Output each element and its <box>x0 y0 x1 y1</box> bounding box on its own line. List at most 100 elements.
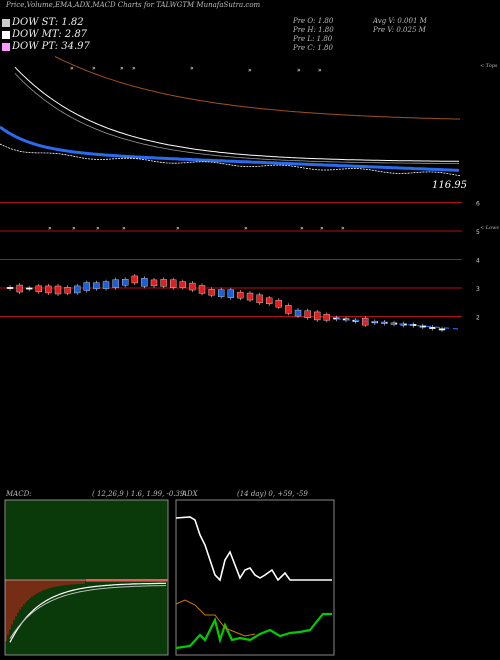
ema-mid-line-2 <box>14 73 459 164</box>
candle-29 <box>285 305 292 314</box>
candle-24 <box>237 291 244 299</box>
candle-43 <box>419 325 426 328</box>
pre-low: Pre L: 1.80 <box>293 35 333 43</box>
adx-plot <box>175 516 332 650</box>
candle-14 <box>141 278 148 287</box>
macd-plot <box>5 579 168 643</box>
swing-marker-16: » <box>341 225 345 232</box>
dow-mt-swatch <box>2 30 10 39</box>
y-tick-4: 4 <box>476 258 480 265</box>
candle-2 <box>26 287 33 290</box>
pre-high: Pre H: 1.80 <box>293 26 334 34</box>
candle-7 <box>73 285 81 294</box>
candle-16 <box>160 279 167 287</box>
candle-6 <box>64 287 71 294</box>
candle-33 <box>323 314 330 321</box>
macd-hist-tail <box>86 579 168 582</box>
y-tick-5: 5 <box>476 229 480 236</box>
candles <box>6 273 446 333</box>
swing-marker-12: » <box>176 225 180 232</box>
trend-line <box>336 318 463 330</box>
y-tick-3: 3 <box>476 286 480 293</box>
adx-plus-di-line <box>175 612 332 650</box>
swing-marker-14: » <box>300 225 304 232</box>
candle-21 <box>208 289 215 296</box>
candle-32 <box>314 311 321 321</box>
pre-open: Pre O: 1.80 <box>293 17 334 25</box>
candle-27 <box>266 297 273 305</box>
candle-28 <box>275 299 282 308</box>
candle-45 <box>438 328 446 331</box>
dow-st-swatch <box>2 18 10 27</box>
swing-marker-3: » <box>132 65 136 72</box>
dow-mt-label: DOW MT: 2.87 <box>0 29 87 40</box>
candle-8 <box>83 282 91 291</box>
swing-markers: » » » » » » » » » » » » » » » » » <box>48 65 345 232</box>
trend-line <box>336 318 463 330</box>
y-tick-2: 2 <box>476 315 480 322</box>
candle-12 <box>121 279 129 286</box>
candle-9 <box>93 282 100 289</box>
macd-line <box>9 582 166 643</box>
ema-long-line <box>54 56 461 120</box>
candle-17 <box>169 279 177 288</box>
candle-44 <box>429 326 436 329</box>
candle-13 <box>131 275 139 284</box>
swing-marker-0: » <box>70 65 74 72</box>
swing-marker-10: » <box>96 225 100 232</box>
y-tick-6: 6 <box>476 201 480 208</box>
price-y-ticks: 6 5 4 3 2 <box>476 201 480 322</box>
candle-10 <box>102 281 110 289</box>
swing-marker-5: » <box>248 67 252 74</box>
swing-marker-4: » <box>190 65 194 72</box>
ema-lines <box>0 56 461 176</box>
swing-marker-15: » <box>320 225 324 232</box>
candle-18 <box>179 281 187 288</box>
candle-0 <box>6 287 14 289</box>
swing-marker-1: » <box>92 65 96 72</box>
candle-11 <box>112 279 119 288</box>
candle-1 <box>16 284 23 293</box>
pre-close: Pre C: 1.80 <box>293 44 333 52</box>
dow-pt-label: DOW PT: 34.97 <box>0 41 90 52</box>
ema-mid-line-1 <box>14 66 459 162</box>
swing-marker-6: » <box>297 67 301 74</box>
macd-params: ( 12,26,9 ) 1.6, 1.99, -0.39 <box>92 490 185 498</box>
adx-title: ADX <box>182 490 198 498</box>
dow-pt-swatch <box>2 42 10 51</box>
lows-label: < Lows <box>480 225 499 231</box>
candle-4 <box>45 285 52 294</box>
macd-panel <box>4 499 169 656</box>
candle-25 <box>246 292 254 301</box>
ema-value-label: 116.95 <box>432 180 467 191</box>
swing-marker-2: » <box>120 65 124 72</box>
swing-marker-13: » <box>244 225 248 232</box>
avg-volume: Avg V: 0.001 M <box>373 17 427 25</box>
tops-label: < Tops <box>480 63 498 69</box>
ema-short-line <box>0 125 460 172</box>
candle-30 <box>294 309 302 317</box>
candle-26 <box>256 294 263 304</box>
macd-signal-line <box>9 585 167 639</box>
pre-volume: Pre V: 0.025 M <box>373 26 426 34</box>
swing-marker-9: » <box>72 225 76 232</box>
candle-23 <box>227 289 235 298</box>
candle-15 <box>150 279 158 287</box>
candle-19 <box>189 282 196 291</box>
candle-22 <box>217 289 225 297</box>
candle-31 <box>304 310 311 318</box>
adx-params: (14 day) 0, +59, -59 <box>237 490 308 498</box>
macd-title: MACD: <box>6 490 32 498</box>
adx-line <box>175 516 332 582</box>
candle-20 <box>198 285 206 294</box>
swing-marker-11: » <box>122 225 126 232</box>
dow-st-label: DOW ST: 1.82 <box>0 17 84 28</box>
swing-marker-8: » <box>48 225 52 232</box>
adx-minus-di-line <box>175 599 256 637</box>
candle-5 <box>54 285 62 295</box>
ema-dotted-line <box>0 143 461 176</box>
swing-marker-7: » <box>318 67 322 74</box>
candle-3 <box>35 285 42 293</box>
adx-panel <box>175 499 335 656</box>
